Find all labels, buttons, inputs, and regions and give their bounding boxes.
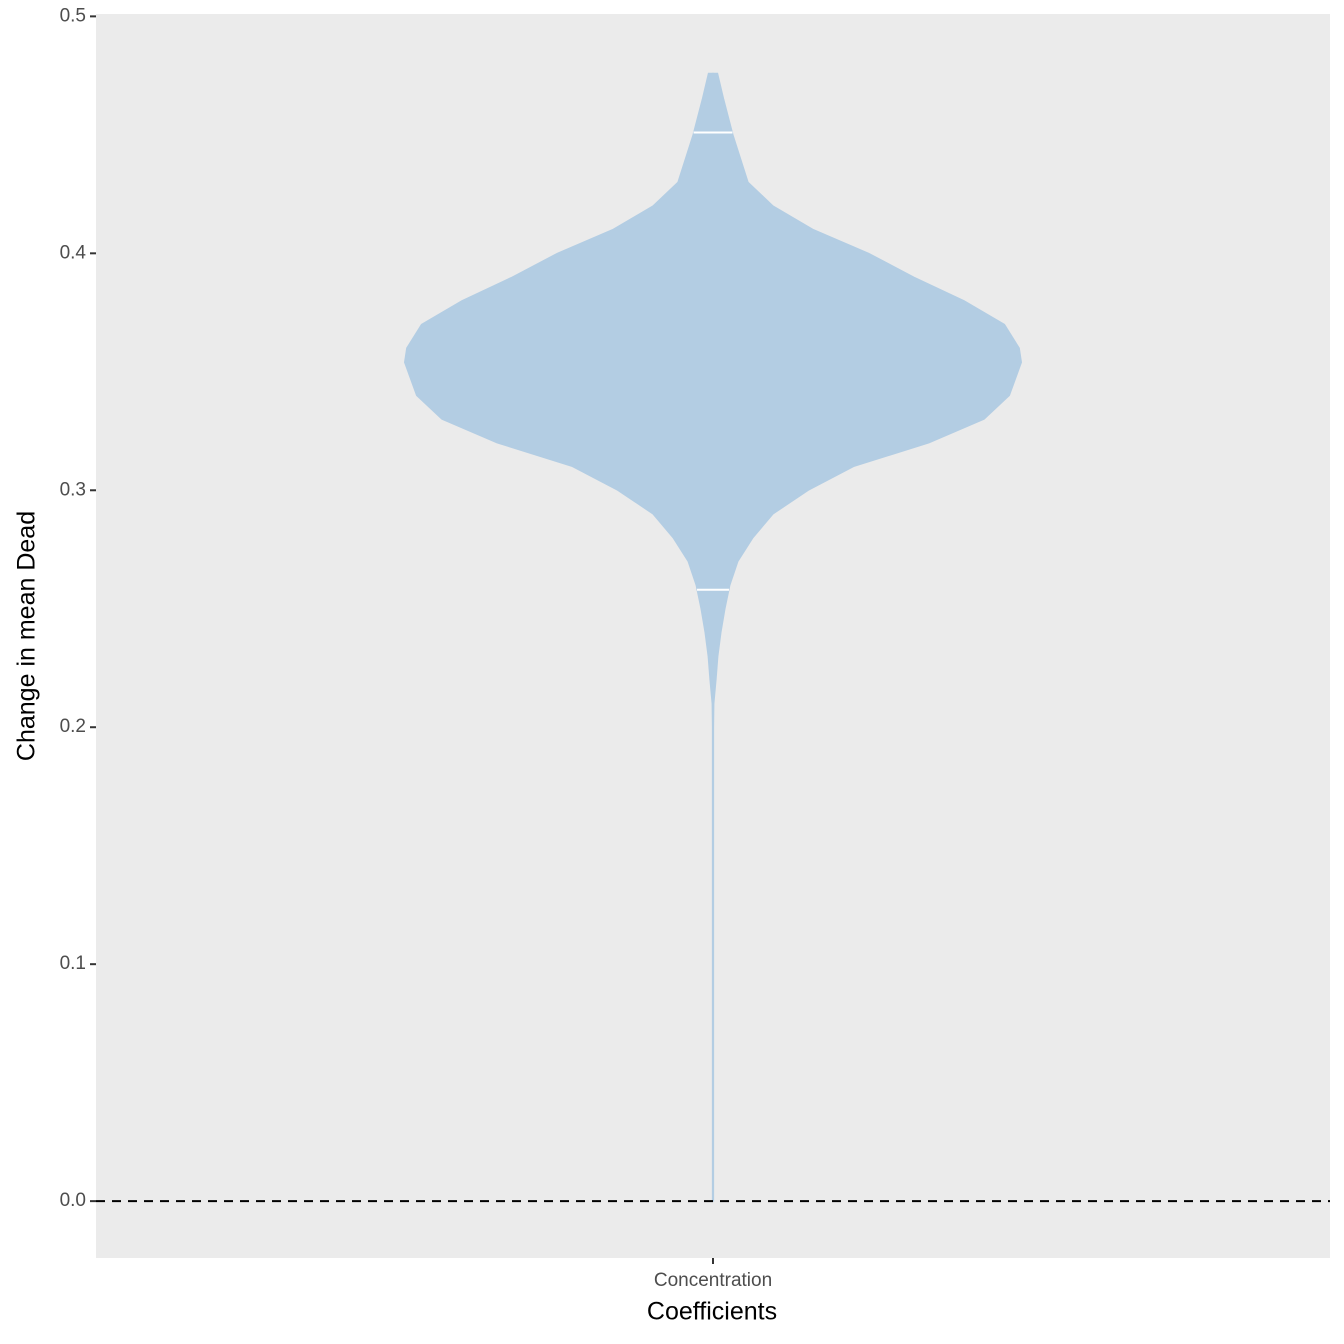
y-tick-label: 0.1 — [60, 953, 86, 974]
y-tick-label: 0.2 — [60, 716, 86, 737]
violin-right — [712, 72, 1023, 1202]
y-tick-label: 0.0 — [60, 1190, 86, 1211]
y-tick-label: 0.4 — [60, 242, 87, 263]
y-axis-title: Change in mean Dead — [13, 511, 41, 761]
y-tick-label: 0.3 — [60, 479, 86, 500]
x-axis-title: Coefficients — [647, 1298, 777, 1326]
y-tick-label: 0.5 — [60, 5, 86, 26]
violin-left — [403, 72, 714, 1202]
x-tick-label: Concentration — [654, 1270, 772, 1291]
